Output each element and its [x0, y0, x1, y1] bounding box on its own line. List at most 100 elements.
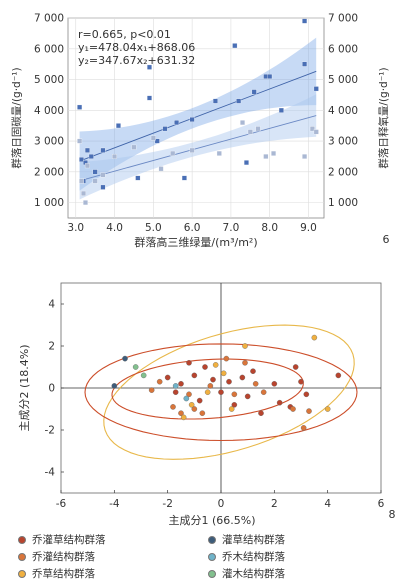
chart1-data-point: [236, 98, 242, 104]
regression-scatter-chart: 3.0 4.0 5.0 6.0 7.0 8.0 9.0 1 000 1 000 2 000 2 00…: [10, 13, 390, 250]
chart1-data-point: [309, 126, 315, 132]
chart1-x-tick-label: 8.0: [261, 222, 278, 234]
chart1-data-point: [243, 160, 249, 166]
chart1-y-tick-label-left: 5 000: [34, 74, 64, 86]
chart2-y-axis-label: 主成分2 (18.4%): [18, 344, 31, 431]
chart1-y-tick-label-left: 7 000: [34, 13, 64, 25]
chart1-fit-line: [79, 115, 317, 182]
chart2-x-tick-label: 2: [271, 498, 278, 510]
chart2-data-point: [260, 389, 267, 396]
chart1-grid: [68, 17, 324, 218]
chart1-data-point: [271, 150, 277, 156]
chart2-data-point: [311, 334, 318, 341]
chart2-x-tick-label: 4: [324, 498, 331, 510]
chart2-data-point: [298, 378, 304, 385]
chart1-x-tick-label: 3.0: [67, 222, 84, 234]
chart1-data-point: [100, 147, 106, 153]
chart2-confidence-ellipses: [84, 324, 358, 460]
chart1-y-tick-label-left: 2 000: [34, 166, 64, 178]
chart1-confidence-band: [79, 94, 317, 200]
chart1-x-tick-label: 7.0: [223, 222, 240, 234]
chart2-confidence-ellipse: [84, 343, 358, 442]
chart2-data-point: [292, 364, 299, 370]
chart1-panel-label: 6: [383, 233, 390, 246]
chart2-data-point: [207, 383, 214, 389]
chart1-data-point: [112, 154, 117, 159]
chart1-data-point: [115, 123, 121, 129]
legend-label: 乔木结构群落: [222, 551, 285, 563]
chart2-data-point: [231, 391, 238, 398]
chart1-y-tick-label-right: 4 000: [328, 105, 358, 117]
chart1-data-point: [313, 129, 319, 135]
chart2-data-point: [239, 374, 246, 381]
chart1-data-point: [181, 175, 187, 181]
chart1-data-point: [81, 190, 86, 196]
chart2-data-point: [300, 425, 307, 431]
chart2-data-point: [122, 355, 128, 362]
chart1-fit-lines: [79, 70, 317, 182]
chart2-data-point: [202, 364, 208, 370]
chart2-data-point: [132, 364, 139, 370]
chart1-y-tick-label-right: 2 000: [328, 166, 358, 178]
chart2-data-point: [303, 391, 310, 398]
chart1-data-point: [92, 169, 98, 175]
chart2-y-tick-label: -2: [45, 425, 55, 437]
legend-label: 灌草结构群落: [222, 534, 285, 546]
chart1-y-tick-label-right: 7 000: [328, 13, 358, 25]
chart2-panel-label: 8: [389, 508, 396, 521]
chart1-data-point: [162, 126, 168, 132]
chart2-data-point: [180, 414, 187, 421]
chart1-data-point: [263, 154, 269, 159]
chart1-data-point: [77, 104, 83, 110]
chart1-data-point: [92, 178, 98, 184]
chart1-annotation-r: r=0.665, p<0.01: [78, 28, 171, 41]
legend-marker: [208, 569, 216, 578]
chart2-data-point: [178, 410, 184, 417]
chart2-data-point: [271, 380, 278, 387]
chart2-tick-labels: -6 -4 -2 0 2 4 6 -4 -2 0 2 4: [45, 299, 385, 511]
chart2-data-point: [191, 372, 198, 379]
chart2-data-point: [242, 359, 248, 366]
legend-item: 乔木结构群落: [208, 549, 285, 564]
chart2-data-point: [276, 399, 283, 406]
chart2-data-point: [223, 355, 230, 362]
legend-item: 灌木结构群落: [208, 566, 285, 581]
chart2-x-tick-label: -4: [109, 498, 120, 510]
chart1-data-point: [170, 150, 176, 156]
chart1-data-point: [240, 120, 245, 126]
chart1-x-tick-label: 4.0: [106, 222, 123, 234]
pca-scatter-chart: -6 -4 -2 0 2 4 6 -4 -2 0 2 4 主成分1 (66.5%) 主成分2 (18.…: [18, 282, 396, 527]
chart2-data-point: [306, 408, 312, 414]
chart2-data-point: [290, 406, 296, 412]
chart2-data-point: [244, 393, 251, 400]
chart2-data-point: [111, 383, 118, 389]
chart1-data-point: [147, 64, 152, 70]
chart2-data-point: [250, 368, 256, 375]
chart2-data-point: [335, 372, 342, 379]
chart1-y-tick-label-right: 1 000: [328, 197, 358, 209]
legend-marker: [208, 552, 216, 561]
chart1-data-point: [302, 18, 308, 24]
chart2-data-point: [231, 401, 238, 408]
chart2-data-point: [228, 406, 235, 412]
legend-label: 乔草结构群落: [32, 568, 95, 580]
chart2-data-point: [226, 378, 232, 385]
chart2-points: [111, 334, 342, 431]
chart2-data-point: [242, 343, 248, 349]
chart2-confidence-ellipse: [103, 324, 355, 460]
chart2-data-point: [178, 380, 184, 387]
chart2-confidence-ellipse: [111, 358, 304, 420]
chart1-annotation-y2: y₂=347.67x₂+631.32: [78, 54, 195, 67]
chart1-tick-labels: 3.0 4.0 5.0 6.0 7.0 8.0 9.0 1 000 1 000 2 000 2 00…: [34, 13, 358, 235]
chart2-y-tick-label: 4: [48, 299, 55, 311]
legend-item: 乔灌草结构群落: [18, 532, 106, 547]
chart2-data-point: [252, 380, 259, 387]
chart1-data-point: [158, 166, 164, 172]
chart2-data-point: [140, 372, 147, 379]
chart2-data-point: [212, 362, 219, 368]
chart2-data-point: [188, 401, 195, 408]
legend-label: 灌木结构群落: [222, 568, 285, 580]
chart1-data-point: [100, 172, 106, 178]
chart1-data-point: [267, 74, 273, 79]
